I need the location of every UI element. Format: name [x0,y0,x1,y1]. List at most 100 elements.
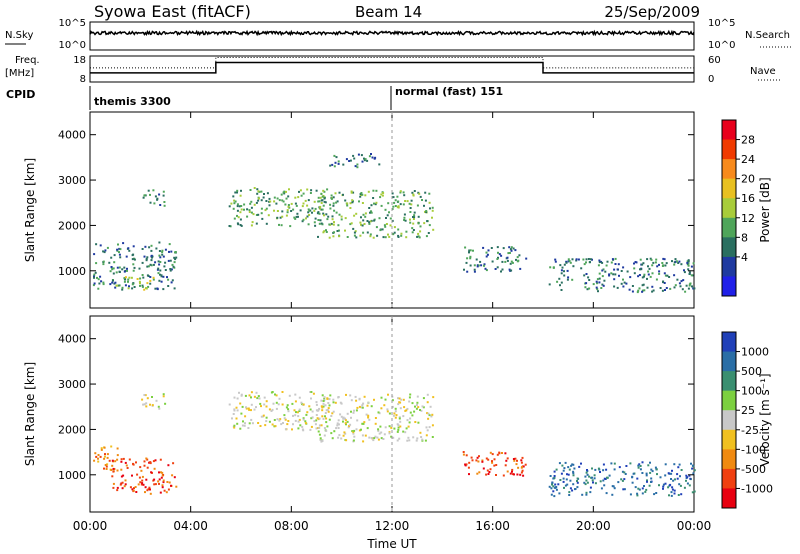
data-cell [643,485,645,487]
data-cell [688,484,691,487]
data-cell [362,213,365,216]
data-cell [405,230,408,233]
data-cell [419,225,422,228]
data-cell [678,483,681,486]
data-cell [248,408,251,411]
data-cell [297,196,300,199]
data-cell [569,261,572,264]
data-cell [603,279,606,282]
data-cell [324,404,327,407]
colorbar-tick-label: -100 [741,443,766,456]
data-cell [602,268,605,271]
colorbar-tick-label: 16 [741,192,755,205]
data-cell [323,434,326,437]
data-cell [382,236,385,239]
data-cell [320,424,323,427]
data-cell [142,196,145,199]
data-cell [516,459,518,462]
data-cell [358,405,361,408]
data-cell [274,425,277,428]
data-cell [668,276,671,278]
data-cell [127,280,129,283]
data-cell [317,409,320,412]
data-cell [332,223,335,226]
data-cell [641,276,644,279]
data-cell [295,411,297,414]
data-cell [691,285,693,288]
data-cell [494,268,497,270]
data-cell [112,267,115,270]
data-cell [595,280,598,283]
data-cell [601,275,604,278]
data-cell [323,427,326,430]
data-cell [683,271,686,274]
data-cell [388,432,391,435]
data-cell [337,427,340,429]
data-cell [296,212,299,215]
data-cell [158,263,161,266]
data-cell [324,412,327,414]
data-cell [102,283,105,286]
data-cell [594,482,597,485]
data-cell [491,453,494,456]
colorbar-tick-label: -500 [741,463,766,476]
data-cell [294,217,297,220]
data-cell [294,419,297,422]
data-cell [135,461,137,464]
data-cell [375,226,378,229]
data-cell [245,407,248,410]
data-cell [291,428,293,431]
data-cell [424,439,427,442]
data-cell [236,189,239,192]
data-cell [162,479,165,482]
data-cell [322,402,325,405]
data-cell [288,188,290,191]
data-cell [268,420,271,423]
data-cell [392,233,395,236]
freq-trace [90,57,694,74]
data-cell [321,439,324,442]
data-cell [639,268,641,271]
data-cell [389,217,392,220]
data-cell [157,405,160,408]
data-cell [689,477,692,480]
data-cell [121,487,124,490]
data-cell [554,486,557,489]
data-cell [498,452,501,455]
velocity-data [93,391,696,498]
data-cell [124,479,127,482]
data-cell [483,264,485,267]
data-cell [347,426,350,429]
data-cell [469,249,472,252]
data-cell [585,282,588,285]
data-cell [646,480,648,483]
data-cell [399,190,402,193]
data-cell [132,489,135,492]
data-cell [134,486,137,488]
data-cell [318,433,321,436]
colorbar-tick-label: -1000 [741,482,773,495]
colorbar-swatch [722,410,736,431]
data-cell [397,424,400,427]
data-cell [521,456,524,459]
data-cell [554,258,557,261]
data-cell [470,456,473,459]
data-cell [639,258,642,261]
data-cell [260,405,262,408]
data-cell [388,425,391,428]
data-cell [664,264,667,267]
data-cell [472,249,474,252]
colorbar-tick-label: 25 [741,404,755,417]
data-cell [623,488,626,491]
data-cell [247,407,250,410]
data-cell [355,409,358,412]
data-cell [104,455,106,458]
data-cell [133,266,136,269]
data-cell [602,479,605,482]
nsearch-label: N.Search [745,30,790,41]
data-cell [170,268,173,271]
data-cell [692,472,695,475]
data-cell [403,406,406,409]
data-cell [380,204,383,207]
